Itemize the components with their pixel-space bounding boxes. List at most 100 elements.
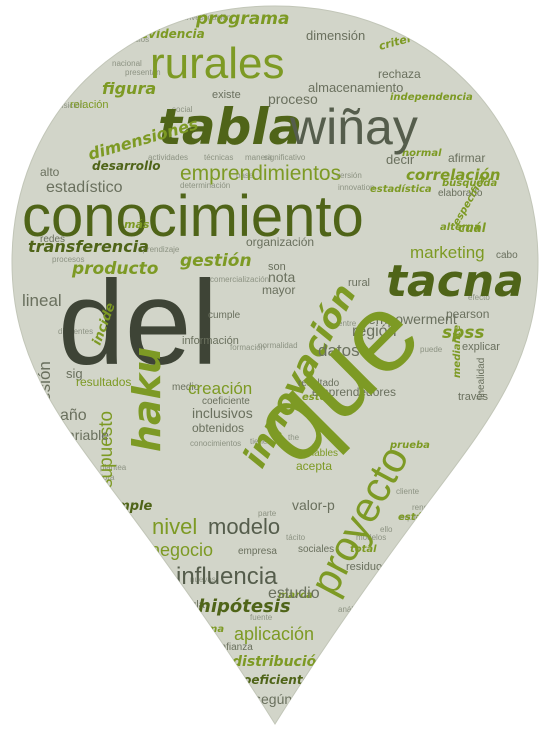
word: está xyxy=(398,511,423,523)
word: efecto xyxy=(468,293,490,302)
word: diferentes xyxy=(58,327,93,336)
word: marca xyxy=(278,590,313,601)
word: técnica xyxy=(405,15,431,24)
word: haku xyxy=(125,347,169,452)
word: sig xyxy=(66,366,83,381)
word: hipótesis xyxy=(198,596,291,617)
word: procesos xyxy=(52,255,84,264)
word: través xyxy=(458,391,488,403)
word: manera xyxy=(245,153,273,162)
word: estudio xyxy=(268,585,320,602)
word: nivel xyxy=(152,514,197,539)
word: aprendizaje xyxy=(138,245,180,254)
word: explicar xyxy=(462,341,500,353)
word: este xyxy=(302,392,327,403)
word: adquisición xyxy=(44,101,84,110)
word: mediante xyxy=(452,325,463,378)
word: distribución xyxy=(232,654,326,670)
word: valor-p xyxy=(292,497,335,513)
word: transferencia xyxy=(28,237,149,256)
word: figura xyxy=(102,79,156,98)
word: gestión xyxy=(180,251,252,271)
word: técnicas xyxy=(204,153,233,162)
word: coeficientes xyxy=(236,673,318,687)
word: rural xyxy=(348,277,370,289)
word: redes xyxy=(40,234,65,245)
word: tiene xyxy=(250,437,268,446)
word: elaborado xyxy=(438,188,483,199)
word: actividades xyxy=(148,153,188,162)
word: decir xyxy=(386,152,415,167)
word: más xyxy=(124,218,150,231)
word: coeficiente xyxy=(202,396,250,407)
word: resultado xyxy=(298,378,340,389)
word: mayor xyxy=(262,283,295,297)
word: producto xyxy=(71,259,159,279)
word: total xyxy=(350,544,377,555)
word: equipo xyxy=(400,513,425,522)
word: cumple xyxy=(208,310,241,321)
word: datos xyxy=(318,341,360,360)
word: puede xyxy=(420,345,443,354)
word: programa xyxy=(195,9,289,29)
word: organización xyxy=(246,235,314,249)
word: regresión xyxy=(35,361,54,432)
word: relación xyxy=(70,99,109,111)
word: sistema xyxy=(180,624,224,635)
word: presentan xyxy=(125,68,161,77)
word: búsqueda xyxy=(442,177,497,189)
word: linealidad xyxy=(476,358,487,400)
word: wiñay xyxy=(289,99,418,155)
word: cuál xyxy=(458,221,487,235)
word: marketing xyxy=(410,243,485,262)
word: año xyxy=(60,407,87,424)
word: proceso xyxy=(268,91,318,107)
word: independencia xyxy=(390,92,473,103)
word: acepta xyxy=(296,459,332,473)
word: modelos xyxy=(356,533,386,542)
word: influencia xyxy=(176,563,278,590)
word: rechaza xyxy=(378,67,421,81)
word: empowerment xyxy=(368,311,457,327)
word: afirmar xyxy=(448,151,485,165)
word: normal xyxy=(402,148,442,159)
word: plantea xyxy=(100,463,127,472)
word: dimensión xyxy=(306,28,365,43)
word: nuevas xyxy=(190,575,216,584)
word: tacna xyxy=(386,256,524,307)
word: entre xyxy=(338,319,357,328)
word: normalidad xyxy=(258,341,298,350)
word: variables xyxy=(298,448,338,459)
word: estadístico xyxy=(46,179,123,196)
word: información xyxy=(182,335,239,347)
word: nacional xyxy=(112,59,142,68)
word: sociales xyxy=(298,544,334,555)
word: resultados xyxy=(76,375,131,389)
word: significativo xyxy=(264,153,306,162)
word: estadística xyxy=(370,183,432,195)
word: conocimiento xyxy=(22,184,364,249)
word: emprendimientos xyxy=(180,162,341,185)
word: según xyxy=(254,691,292,707)
word: son xyxy=(268,261,286,273)
word: obtenidos xyxy=(192,421,244,435)
word: lineal xyxy=(22,291,62,310)
word: región xyxy=(352,323,396,340)
word: cliente xyxy=(396,487,420,496)
word: rurales xyxy=(150,39,285,88)
word: comercialización xyxy=(210,275,269,284)
word: spss xyxy=(442,323,485,343)
word: prueba xyxy=(389,440,430,451)
word: correlación xyxy=(406,166,500,184)
word: almacenamiento xyxy=(308,80,403,95)
word: residuos xyxy=(346,561,388,573)
word: modelo xyxy=(208,514,280,539)
word: confianza xyxy=(210,642,253,653)
word: tabla xyxy=(158,98,302,156)
word: conocimientos xyxy=(190,439,241,448)
word: investigación xyxy=(185,13,231,22)
word: social xyxy=(172,105,193,114)
word: supuesto xyxy=(96,411,117,488)
word: medio xyxy=(172,382,200,393)
